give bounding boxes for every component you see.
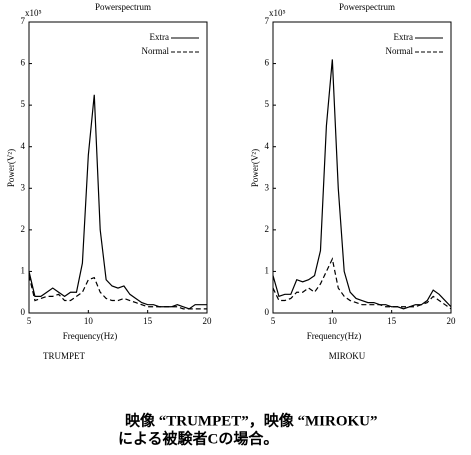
x-tick-label: 15 (143, 316, 153, 326)
x-tick-label: 5 (271, 316, 276, 326)
legend-label: Extra (394, 32, 414, 42)
axes-frame (28, 21, 208, 314)
y-tick-label: 1 (265, 265, 270, 275)
y-tick-label: 5 (265, 99, 270, 109)
series-line (272, 257, 452, 310)
caption: TRUMPET (43, 351, 86, 361)
y-tick-label: 3 (265, 182, 270, 192)
chart-title: Powerspectrum (95, 2, 151, 12)
x-axis-label: Frequency(Hz) (307, 331, 361, 341)
y-tick-label: 7 (265, 16, 270, 26)
axis-multiplier: x10⁵ (269, 8, 286, 18)
legend-label: Normal (386, 46, 414, 56)
y-tick-label: 6 (21, 58, 26, 68)
legend-label: Normal (142, 46, 170, 56)
y-tick-label: 3 (21, 182, 26, 192)
y-tick-label: 5 (21, 99, 26, 109)
y-tick-label: 4 (265, 141, 270, 151)
axes-frame (272, 21, 452, 314)
chart-title: Powerspectrum (339, 2, 395, 12)
x-tick-label: 10 (328, 316, 338, 326)
x-tick-label: 5 (27, 316, 32, 326)
y-axis-label: Power(V²) (6, 149, 16, 187)
x-tick-label: 20 (447, 316, 457, 326)
y-tick-label: 4 (21, 141, 26, 151)
y-axis-label: Power(V²) (250, 149, 260, 187)
caption: MIROKU (329, 351, 366, 361)
y-tick-label: 0 (265, 307, 270, 317)
footer-line: による被験者Cの場合。 (118, 429, 278, 447)
legend-label: Extra (150, 32, 170, 42)
y-tick-label: 7 (21, 16, 26, 26)
x-axis-label: Frequency(Hz) (63, 331, 117, 341)
series-line (28, 275, 207, 310)
x-tick-label: 10 (84, 316, 94, 326)
y-tick-label: 1 (21, 265, 26, 275)
y-tick-label: 0 (21, 307, 26, 317)
y-tick-label: 2 (265, 224, 270, 234)
series-line (272, 59, 452, 310)
x-tick-label: 15 (387, 316, 397, 326)
series-line (28, 94, 207, 310)
y-tick-label: 2 (21, 224, 26, 234)
footer-line: 映像 “TRUMPET”，映像 “MIROKU” (125, 411, 378, 429)
axis-multiplier: x10⁵ (25, 8, 42, 18)
x-tick-label: 20 (203, 316, 213, 326)
y-tick-label: 6 (265, 58, 270, 68)
